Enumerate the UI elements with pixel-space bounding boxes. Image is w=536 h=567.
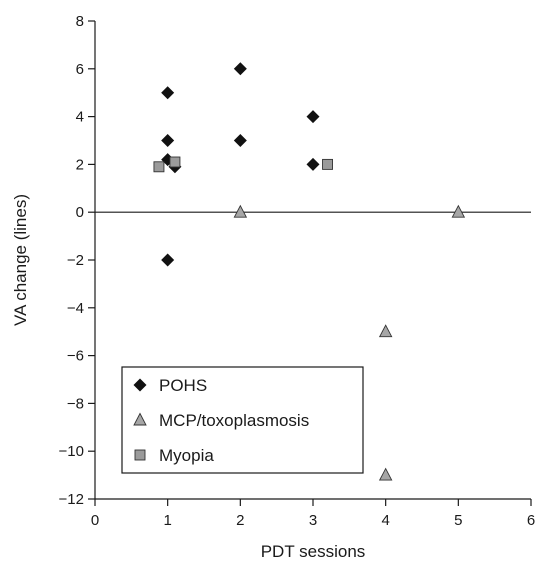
- pohs-point: [161, 86, 175, 100]
- y-tick-label: 2: [76, 156, 84, 173]
- legend-label-mcp-toxoplasmosis: MCP/toxoplasmosis: [159, 411, 309, 430]
- y-tick-label: −8: [67, 395, 84, 412]
- x-tick-label: 5: [454, 512, 462, 529]
- pohs-point: [306, 110, 320, 124]
- legend: POHS MCP/toxoplasmosis Myopia: [121, 366, 364, 474]
- legend-marker-myopia: [134, 449, 146, 461]
- y-tick-label: 0: [76, 204, 84, 221]
- x-axis-title: PDT sessions: [261, 542, 366, 561]
- legend-label-myopia: Myopia: [159, 446, 214, 465]
- pohs-point: [161, 134, 175, 147]
- pohs-point: [233, 134, 247, 147]
- myopia-point: [169, 156, 181, 168]
- y-tick-label: −12: [59, 491, 84, 508]
- y-axis-title: VA change (lines): [11, 194, 30, 326]
- legend-marker-mcp-toxoplasmosis: [133, 412, 147, 426]
- data-points: [153, 62, 466, 481]
- y-tick-label: 4: [76, 109, 84, 126]
- y-tick-label: −2: [67, 252, 84, 269]
- x-tick-label: 6: [527, 512, 535, 529]
- axes: 8 6 4 2 0 −2 −4 −6 −8 −10 −12 0 1 2 3 4 5 6: [59, 13, 536, 529]
- legend-marker-pohs: [133, 378, 147, 392]
- y-tick-label: −4: [67, 300, 84, 317]
- x-tick-label: 2: [236, 512, 244, 529]
- x-tick-label: 1: [163, 512, 171, 529]
- myopia-point: [153, 161, 165, 173]
- pohs-point: [161, 253, 175, 267]
- mcp-toxoplasmosis-point: [378, 467, 393, 481]
- myopia-point: [322, 158, 333, 170]
- mcp-toxoplasmosis-point: [451, 204, 466, 218]
- y-tick-label: −10: [59, 443, 84, 460]
- y-tick-label: −6: [67, 348, 84, 365]
- mcp-toxoplasmosis-point: [233, 204, 248, 218]
- mcp-toxoplasmosis-point: [378, 324, 393, 338]
- x-tick-label: 3: [309, 512, 317, 529]
- legend-label-pohs: POHS: [159, 376, 207, 395]
- y-tick-label: 6: [76, 61, 84, 78]
- x-tick-label: 4: [381, 512, 389, 529]
- y-tick-label: 8: [76, 13, 84, 30]
- x-tick-label: 0: [91, 512, 99, 529]
- pohs-point: [233, 62, 247, 76]
- pohs-point: [306, 157, 320, 171]
- legend-box: [121, 366, 364, 474]
